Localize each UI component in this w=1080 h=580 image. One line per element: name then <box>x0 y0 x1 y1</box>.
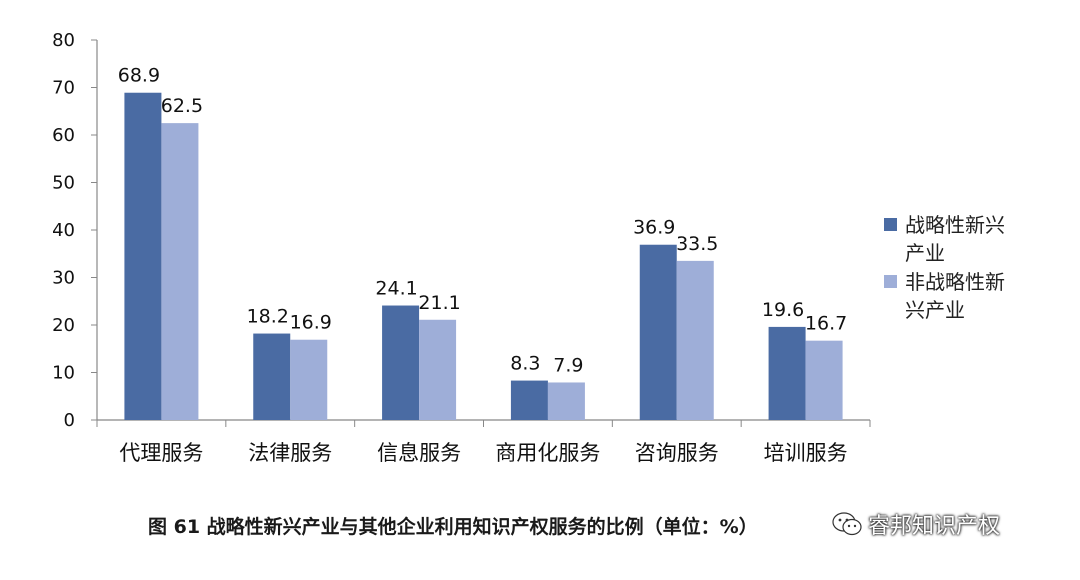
chart-axes: 0 10 20 30 40 50 60 70 80 <box>52 30 871 431</box>
data-label: 62.5 <box>161 95 203 117</box>
legend-label: 兴产业 <box>905 298 965 322</box>
chart-bars <box>124 92 843 420</box>
bar <box>768 326 806 420</box>
legend-label: 产业 <box>905 241 945 265</box>
x-category-label: 代理服务 <box>119 441 203 465</box>
bar <box>676 260 714 420</box>
y-tick-label: 70 <box>52 78 75 99</box>
bar <box>805 340 843 420</box>
legend-swatch <box>884 218 897 231</box>
bar <box>419 319 457 420</box>
chart-category-labels: 代理服务 法律服务 信息服务 商用化服务 咨询服务 培训服务 <box>119 441 847 465</box>
bar <box>547 382 585 420</box>
x-category-label: 培训服务 <box>764 441 848 465</box>
x-category-label: 信息服务 <box>377 441 461 465</box>
y-tick-label: 80 <box>52 30 75 51</box>
y-tick-label: 30 <box>52 268 75 289</box>
watermark: 睿邦知识产权 <box>832 508 1000 540</box>
y-tick-label: 40 <box>52 220 75 241</box>
data-label: 16.9 <box>290 312 332 334</box>
y-tick-label: 50 <box>52 173 75 194</box>
bar <box>639 244 677 420</box>
data-label: 7.9 <box>553 354 583 376</box>
chart-data-labels: 68.962.5 18.2 16.9 24.121.1 8.3 7.9 36.933.5 19… <box>118 65 847 377</box>
bar <box>161 123 199 420</box>
data-label: 68.9 <box>118 65 160 87</box>
watermark-text: 睿邦知识产权 <box>868 514 1001 539</box>
data-label: 16.7 <box>805 313 847 335</box>
legend-label: 非战略性新 <box>905 270 1005 294</box>
y-tick-label: 10 <box>52 363 75 384</box>
figure-caption: 图 61 战略性新兴产业与其他企业利用知识产权服务的比例（单位：%） <box>148 516 758 538</box>
data-label: 36.9 <box>633 217 675 239</box>
wechat-icon <box>832 511 862 537</box>
bar <box>124 92 162 420</box>
x-category-label: 法律服务 <box>248 441 332 465</box>
bar-chart: 0 10 20 30 40 50 60 70 80 68.962.5 18.2 16.9 24.121… <box>52 30 1005 465</box>
bar <box>382 305 420 420</box>
bar <box>253 333 291 420</box>
x-category-label: 咨询服务 <box>635 441 719 465</box>
bar <box>510 380 548 420</box>
legend-swatch <box>884 275 897 288</box>
data-label: 33.5 <box>676 233 718 255</box>
data-label: 21.1 <box>418 292 460 314</box>
legend-label: 战略性新兴 <box>905 213 1005 237</box>
y-tick-label: 20 <box>52 315 75 336</box>
data-label: 18.2 <box>247 306 289 328</box>
y-tick-label: 60 <box>52 125 75 146</box>
data-label: 8.3 <box>510 353 540 375</box>
bar <box>290 339 328 420</box>
data-label: 24.1 <box>375 278 417 300</box>
data-label: 19.6 <box>762 299 804 321</box>
x-category-label: 商用化服务 <box>495 441 600 465</box>
y-tick-label: 0 <box>64 410 75 431</box>
